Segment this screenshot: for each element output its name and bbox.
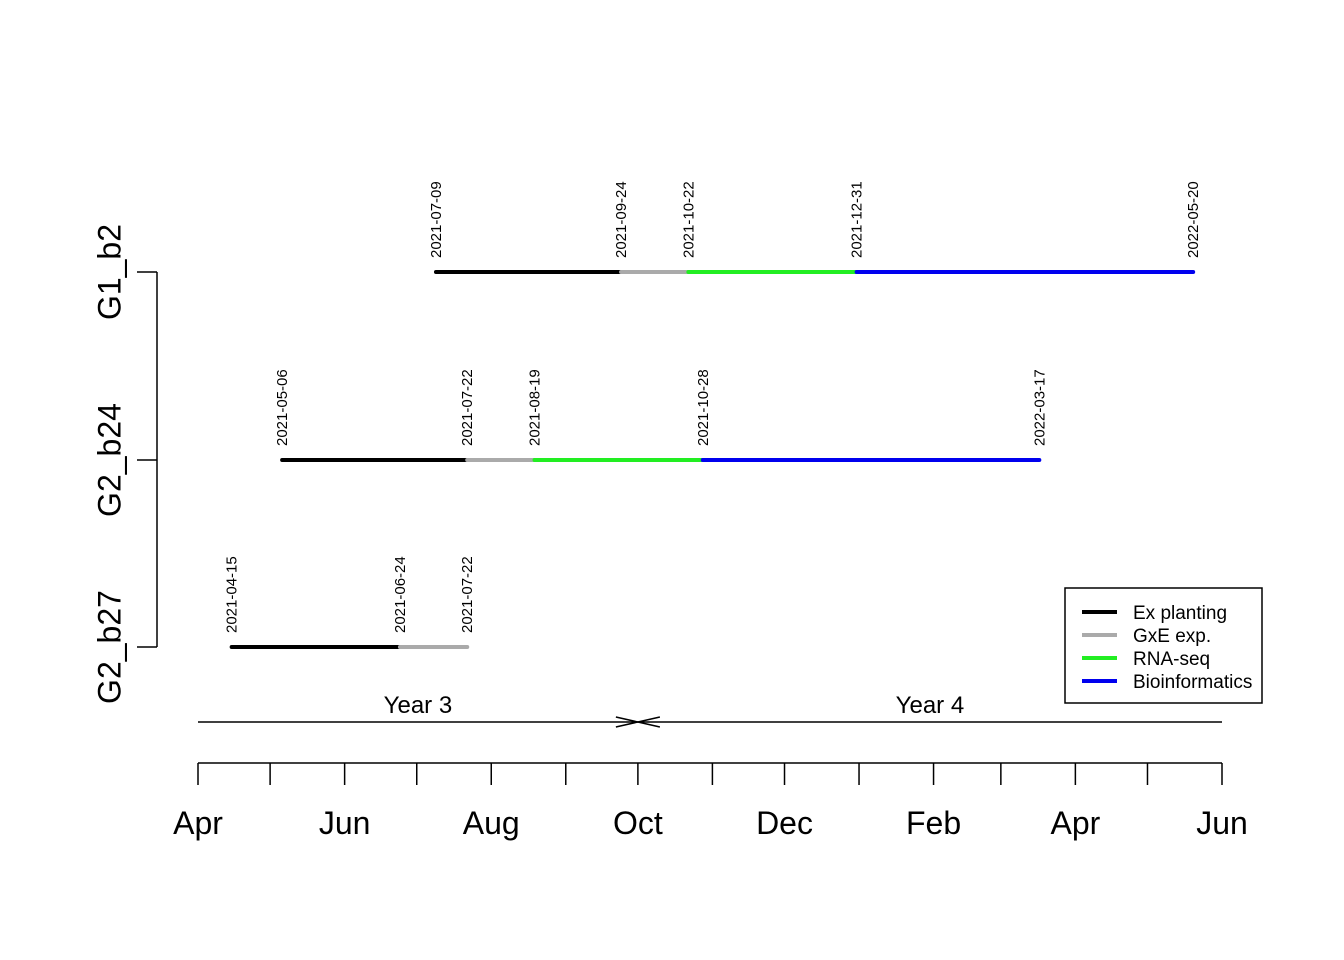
y-tick-label: G2_b24	[91, 403, 127, 517]
date-label: 2022-03-17	[1031, 369, 1048, 446]
period-label: Year 3	[384, 692, 453, 719]
date-label: 2021-07-22	[459, 556, 476, 633]
date-label: 2021-06-24	[392, 556, 409, 633]
x-tick-label: Aug	[463, 805, 520, 841]
y-tick-label: G2_b27	[91, 590, 127, 704]
date-label: 2021-05-06	[274, 369, 291, 446]
x-tick-label: Apr	[1050, 805, 1100, 841]
x-tick-label: Dec	[756, 805, 813, 841]
legend-label: GxE exp.	[1133, 626, 1211, 647]
date-label: 2021-08-19	[527, 369, 544, 446]
date-label: 2021-09-24	[613, 181, 630, 258]
date-label: 2021-07-22	[459, 369, 476, 446]
date-label: 2021-10-28	[695, 369, 712, 446]
x-tick-label: Oct	[613, 805, 663, 841]
legend-label: Bioinformatics	[1133, 672, 1252, 693]
date-label: 2022-05-20	[1185, 181, 1202, 258]
x-tick-label: Jun	[1196, 805, 1248, 841]
date-label: 2021-07-09	[428, 181, 445, 258]
date-label: 2021-10-22	[680, 181, 697, 258]
y-tick-label: G1_b2	[91, 224, 127, 320]
date-label: 2021-04-15	[224, 556, 241, 633]
date-label: 2021-12-31	[849, 181, 866, 258]
legend-label: RNA-seq	[1133, 649, 1210, 670]
legend-box	[1064, 587, 1263, 704]
period-label: Year 4	[896, 692, 965, 719]
x-tick-label: Apr	[173, 805, 223, 841]
x-tick-label: Jun	[319, 805, 371, 841]
x-tick-label: Feb	[906, 805, 961, 841]
period-arrowhead	[637, 716, 661, 728]
legend-label: Ex planting	[1133, 603, 1227, 624]
